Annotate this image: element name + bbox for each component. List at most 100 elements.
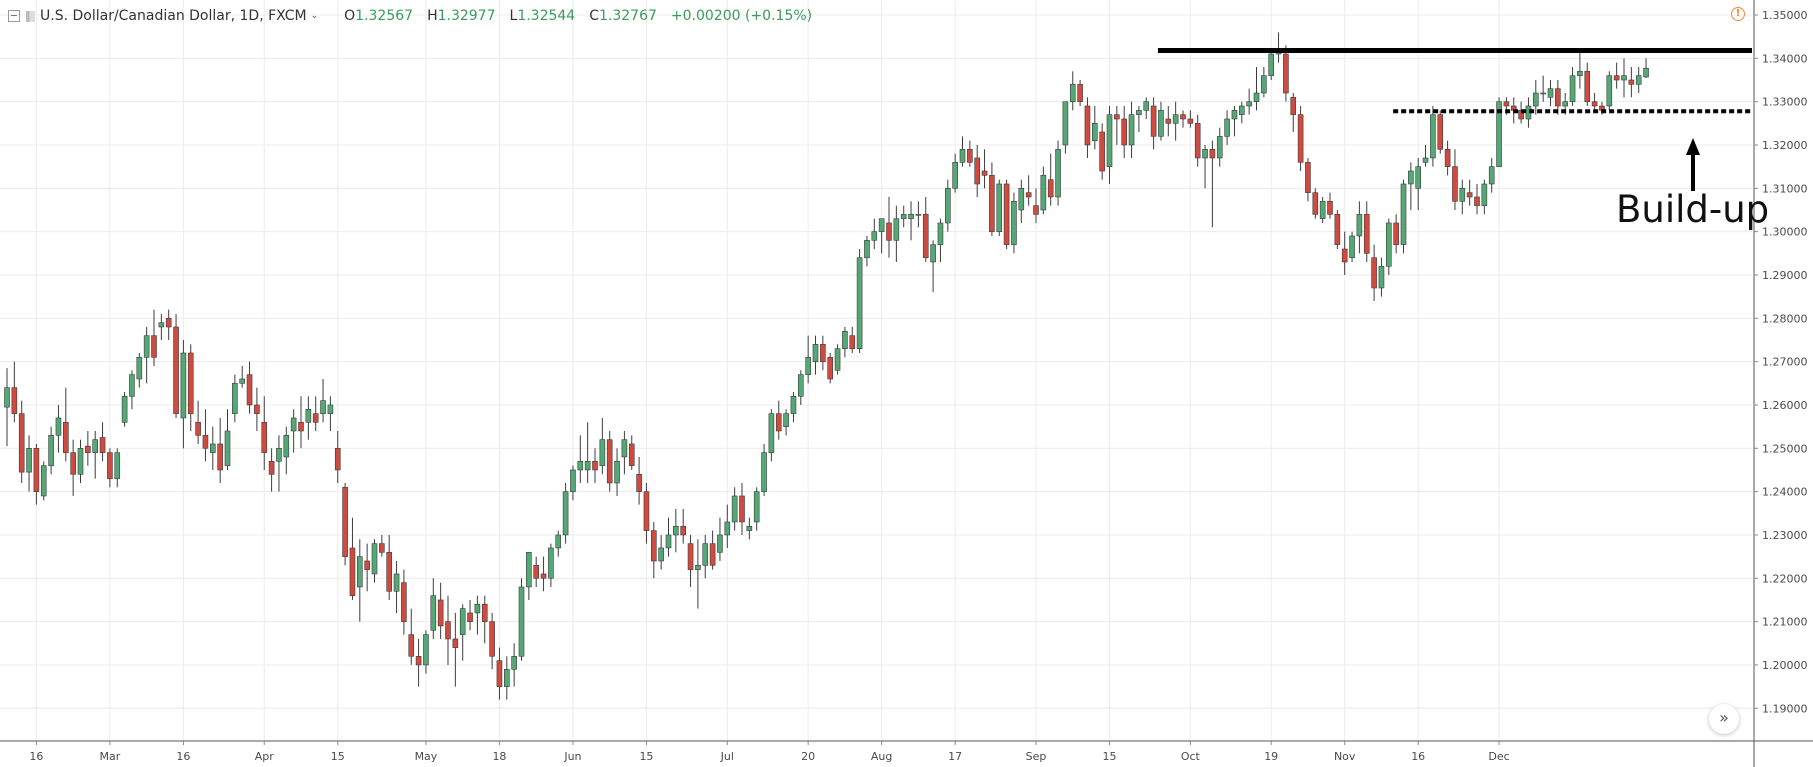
candle[interactable] bbox=[628, 435, 635, 470]
candle[interactable] bbox=[812, 335, 819, 375]
candle[interactable] bbox=[393, 560, 400, 613]
candle[interactable] bbox=[1518, 101, 1524, 124]
candle[interactable] bbox=[1268, 49, 1274, 80]
candle[interactable] bbox=[1422, 144, 1429, 167]
candle[interactable] bbox=[129, 370, 135, 410]
candle[interactable] bbox=[1334, 209, 1341, 249]
candle[interactable] bbox=[312, 396, 319, 431]
candle[interactable] bbox=[1540, 75, 1546, 102]
candle[interactable] bbox=[459, 604, 466, 661]
candle[interactable] bbox=[820, 335, 826, 371]
candle[interactable] bbox=[834, 344, 841, 375]
candle[interactable] bbox=[1283, 45, 1289, 102]
candle[interactable] bbox=[665, 517, 672, 557]
candle[interactable] bbox=[1628, 66, 1635, 98]
candle[interactable] bbox=[1408, 162, 1414, 210]
candle[interactable] bbox=[790, 391, 797, 423]
candle[interactable] bbox=[1077, 79, 1083, 106]
candle[interactable] bbox=[1150, 97, 1157, 150]
candle[interactable] bbox=[356, 539, 363, 622]
candle[interactable] bbox=[709, 530, 716, 570]
candle[interactable] bbox=[1114, 105, 1120, 145]
candle[interactable] bbox=[1393, 214, 1399, 254]
candle[interactable] bbox=[180, 339, 187, 449]
caret-down-icon[interactable]: ⌄ bbox=[310, 11, 319, 21]
candle[interactable] bbox=[151, 309, 157, 366]
candle[interactable] bbox=[577, 435, 584, 483]
candle[interactable] bbox=[1452, 149, 1458, 210]
candle[interactable] bbox=[886, 196, 892, 258]
candle[interactable] bbox=[702, 534, 709, 579]
candle[interactable] bbox=[77, 439, 84, 483]
candle[interactable] bbox=[1319, 196, 1326, 223]
candle[interactable] bbox=[1084, 97, 1091, 158]
candle[interactable] bbox=[893, 205, 900, 262]
candle[interactable] bbox=[1305, 157, 1311, 202]
candle[interactable] bbox=[437, 582, 444, 639]
candle[interactable] bbox=[165, 309, 172, 340]
candle[interactable] bbox=[1040, 166, 1047, 215]
candle[interactable] bbox=[401, 569, 407, 635]
candle[interactable] bbox=[1246, 88, 1252, 115]
candle[interactable] bbox=[768, 409, 775, 462]
candle[interactable] bbox=[276, 435, 282, 492]
candle[interactable] bbox=[797, 370, 804, 405]
candle[interactable] bbox=[1202, 144, 1208, 189]
candle[interactable] bbox=[136, 352, 143, 388]
candle[interactable] bbox=[1437, 110, 1444, 154]
candle[interactable] bbox=[871, 218, 878, 249]
candle[interactable] bbox=[673, 508, 679, 553]
candle[interactable] bbox=[1613, 62, 1620, 89]
candle[interactable] bbox=[1386, 218, 1392, 275]
candle[interactable] bbox=[643, 482, 650, 544]
candle[interactable] bbox=[584, 422, 591, 483]
candle[interactable] bbox=[783, 409, 789, 436]
candle[interactable] bbox=[430, 578, 437, 639]
candle[interactable] bbox=[717, 517, 723, 561]
candle[interactable] bbox=[592, 448, 598, 483]
candle[interactable] bbox=[1547, 79, 1554, 106]
candle[interactable] bbox=[1121, 105, 1127, 158]
candle[interactable] bbox=[99, 422, 106, 462]
candle[interactable] bbox=[739, 482, 745, 535]
candle[interactable] bbox=[989, 162, 995, 236]
candle[interactable] bbox=[937, 218, 944, 262]
candle[interactable] bbox=[210, 426, 216, 470]
candle[interactable] bbox=[775, 400, 782, 440]
candle[interactable] bbox=[1239, 101, 1245, 124]
candle[interactable] bbox=[695, 539, 701, 609]
candle[interactable] bbox=[842, 326, 848, 358]
candle[interactable] bbox=[62, 387, 69, 462]
candle[interactable] bbox=[1003, 179, 1010, 249]
candle[interactable] bbox=[408, 608, 415, 665]
candle[interactable] bbox=[1555, 79, 1561, 115]
candle[interactable] bbox=[724, 504, 731, 548]
candle[interactable] bbox=[1444, 140, 1451, 176]
candle[interactable] bbox=[1062, 101, 1069, 154]
candle[interactable] bbox=[334, 430, 341, 483]
candle[interactable] bbox=[290, 409, 297, 453]
candle[interactable] bbox=[1261, 66, 1267, 98]
candle[interactable] bbox=[48, 426, 54, 475]
candle[interactable] bbox=[386, 534, 393, 600]
candle[interactable] bbox=[1128, 101, 1135, 158]
candle[interactable] bbox=[526, 551, 532, 600]
candle[interactable] bbox=[974, 144, 981, 197]
candle[interactable] bbox=[1033, 188, 1039, 223]
candle[interactable] bbox=[232, 374, 238, 423]
candle[interactable] bbox=[555, 530, 562, 557]
candle[interactable] bbox=[856, 248, 863, 353]
candle[interactable] bbox=[900, 205, 907, 228]
candle[interactable] bbox=[1165, 105, 1172, 137]
candle[interactable] bbox=[320, 378, 326, 423]
candle[interactable] bbox=[650, 521, 657, 579]
candle[interactable] bbox=[1474, 183, 1480, 215]
candle[interactable] bbox=[1496, 97, 1502, 167]
candle[interactable] bbox=[1569, 66, 1576, 106]
candle[interactable] bbox=[1606, 71, 1613, 111]
candle[interactable] bbox=[1209, 140, 1216, 228]
candle[interactable] bbox=[636, 456, 642, 505]
candle[interactable] bbox=[621, 430, 628, 475]
candle[interactable] bbox=[254, 387, 260, 431]
